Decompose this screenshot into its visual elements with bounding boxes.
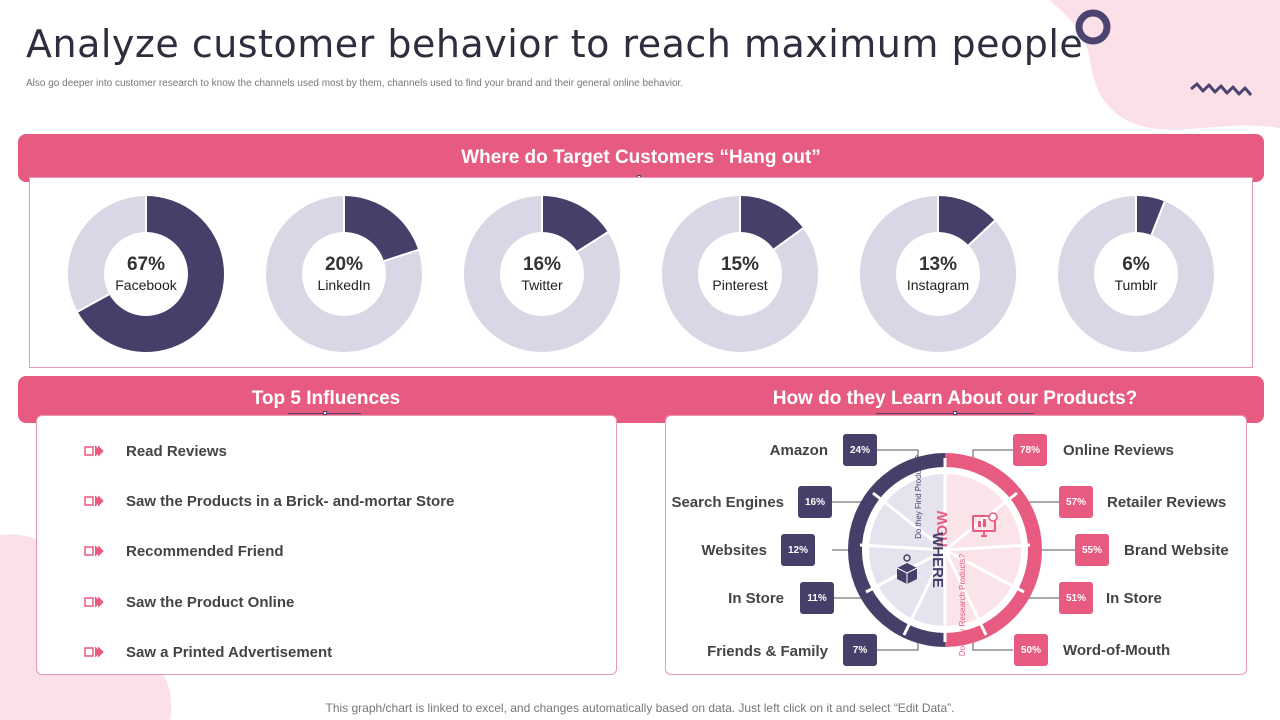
influence-item: Saw a Printed Advertisement xyxy=(84,642,332,662)
page-title: Analyze customer behavior to reach maxim… xyxy=(26,22,1084,66)
influence-label: Saw the Product Online xyxy=(126,593,295,611)
donut-value: 67% xyxy=(126,254,166,275)
donut-category: Pinterest xyxy=(712,277,768,293)
learn-right-value: 51% xyxy=(1059,582,1093,614)
learn-left-label: In Store xyxy=(728,590,784,607)
donut-value: 20% xyxy=(324,254,364,275)
donut-category: Twitter xyxy=(521,277,563,293)
donut-separator xyxy=(383,248,419,262)
donut-slice-tumblr xyxy=(1136,196,1165,235)
segment-separator xyxy=(872,491,946,552)
donut-category: LinkedIn xyxy=(317,277,371,293)
donut-separator xyxy=(77,293,110,313)
donut-value: 16% xyxy=(522,254,562,275)
chevron-tag-icon xyxy=(84,545,104,557)
learn-left-label: Friends & Family xyxy=(707,643,828,660)
donut-label: 20% LinkedIn xyxy=(294,254,394,294)
influence-label: Recommended Friend xyxy=(126,542,284,560)
donut-slice-pinterest xyxy=(740,196,804,250)
donut-label: 6% Tumblr xyxy=(1086,254,1186,294)
learn-left-value: 24% xyxy=(843,434,877,466)
hangout-title: Where do Target Customers “Hang out” xyxy=(461,147,821,168)
donut-slice-twitter xyxy=(542,196,608,252)
hangout-header-band xyxy=(18,134,1264,182)
segment-separator xyxy=(902,549,947,636)
donut-slice-linkedin xyxy=(344,196,419,262)
chevron-tag-icon xyxy=(84,495,104,507)
donut-category: Tumblr xyxy=(1114,277,1158,293)
learn-left-value: 12% xyxy=(781,534,815,566)
page-subtitle: Also go deeper into customer research to… xyxy=(26,78,684,89)
influence-item: Recommended Friend xyxy=(84,541,284,561)
research-products-label: Do they Research Products? xyxy=(958,553,967,656)
donut-value: 13% xyxy=(918,254,958,275)
segment-separator xyxy=(944,548,1025,594)
learn-left-value: 16% xyxy=(798,486,832,518)
chevron-tag-icon xyxy=(84,596,104,608)
influences-panel xyxy=(36,415,617,675)
segment-separator xyxy=(943,549,988,636)
learn-left-value: 7% xyxy=(843,634,877,666)
donut-label: 13% Instagram xyxy=(888,254,988,294)
learn-right-value: 55% xyxy=(1075,534,1109,566)
learn-right-value: 78% xyxy=(1013,434,1047,466)
segment-separator xyxy=(944,543,1031,552)
influences-title-underline xyxy=(288,411,361,415)
influence-item: Read Reviews xyxy=(84,441,227,461)
how-label: HOW xyxy=(934,510,951,548)
influence-item: Saw the Product Online xyxy=(84,592,294,612)
influence-item: Saw the Products in a Brick- and-mortar … xyxy=(84,491,454,511)
influence-label: Saw a Printed Advertisement xyxy=(126,643,333,661)
learn-right-value: 57% xyxy=(1059,486,1093,518)
donut-category: Instagram xyxy=(906,277,970,293)
package-icon xyxy=(896,554,918,584)
learn-right-label: Word-of-Mouth xyxy=(1063,642,1171,659)
monitor-icon xyxy=(972,512,998,537)
learn-right-value: 50% xyxy=(1014,634,1048,666)
donut-separator xyxy=(773,227,804,251)
donut-value: 15% xyxy=(720,254,760,275)
learn-right-label: Retailer Reviews xyxy=(1107,494,1227,511)
hangout-panel xyxy=(29,177,1253,368)
donut-separator xyxy=(1150,201,1166,236)
learn-title-underline xyxy=(876,411,1034,415)
donut-separator xyxy=(576,231,609,253)
donut-value: 6% xyxy=(1122,254,1150,275)
donut-category: Facebook xyxy=(115,277,177,293)
donut-label: 16% Twitter xyxy=(492,254,592,294)
learn-right-label: In Store xyxy=(1106,590,1162,607)
donut-charts xyxy=(68,196,1214,353)
learn-left-label: Search Engines xyxy=(671,494,784,511)
learn-right-label: Brand Website xyxy=(1124,542,1229,559)
donut-label: 67% Facebook xyxy=(96,254,196,294)
influence-label: Read Reviews xyxy=(126,442,227,460)
chevron-tag-icon xyxy=(84,646,104,658)
donut-separator xyxy=(967,219,996,246)
learn-left-label: Websites xyxy=(701,542,767,559)
influences-title: Top 5 Influences xyxy=(251,388,401,409)
learn-right-label: Online Reviews xyxy=(1063,442,1174,459)
chevron-tag-icon xyxy=(84,445,104,457)
learn-title: How do they Learn About our Products? xyxy=(772,388,1138,409)
where-label: WHERE xyxy=(929,532,946,588)
learn-left-label: Amazon xyxy=(769,442,828,459)
influence-label: Saw the Products in a Brick- and-mortar … xyxy=(126,492,455,510)
learn-left-value: 11% xyxy=(800,582,834,614)
donut-slice-facebook xyxy=(77,196,225,353)
footer-note: This graph/chart is linked to excel, and… xyxy=(325,701,955,715)
find-products-label: Do they Find Products? xyxy=(914,455,923,539)
segment-separator xyxy=(859,543,946,552)
donut-label: 15% Pinterest xyxy=(690,254,790,294)
